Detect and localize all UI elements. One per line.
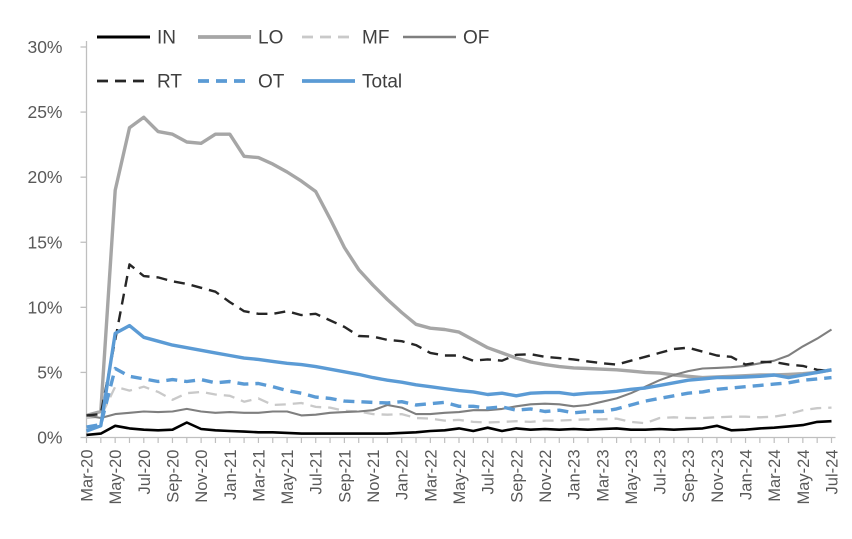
series-lo-line: [86, 115, 832, 418]
series-ot-line: [86, 366, 832, 429]
y-tick-label: 15%: [27, 232, 62, 252]
legend-label-mf: MF: [362, 28, 389, 49]
x-tick-label: Mar-22: [422, 450, 440, 502]
series-of-line: [86, 328, 833, 420]
x-tick-label: May-21: [279, 450, 297, 505]
x-tick-label: Jan-23: [566, 450, 584, 500]
x-tick-label: Nov-20: [193, 450, 211, 503]
x-tick-label: Mar-23: [594, 450, 612, 502]
x-tick-label: Jul-21: [308, 450, 326, 495]
x-tick-label: Sep-22: [508, 450, 526, 503]
x-tick-label: Sep-20: [164, 450, 182, 503]
x-tick-label: Jul-23: [652, 450, 670, 495]
x-tick-label: Mar-24: [766, 450, 784, 502]
legend-item-in: IN: [97, 28, 176, 49]
x-tick-label: Jul-22: [480, 450, 498, 495]
x-tick-label: Sep-23: [680, 450, 698, 503]
y-tick-label: 30%: [27, 37, 62, 57]
series-rt-line: [86, 263, 832, 417]
legend-item-rt: RT: [97, 72, 182, 93]
series-in-line: [86, 419, 832, 437]
x-tick-label: May-24: [795, 450, 813, 505]
series-mf-line: [86, 385, 832, 425]
legend-label-of: OF: [463, 28, 489, 49]
x-tick-label: Nov-21: [365, 450, 383, 503]
x-tick-label: Mar-21: [250, 450, 268, 502]
x-tick-label: Jan-22: [394, 450, 412, 500]
y-tick-label: 5%: [37, 362, 62, 382]
y-tick-label: 10%: [27, 297, 62, 317]
legend-item-ot: OT: [198, 72, 285, 93]
legend-label-rt: RT: [157, 72, 182, 93]
y-tick-label: 20%: [27, 167, 62, 187]
legend-label-lo: LO: [258, 28, 283, 49]
legend-item-of: OF: [403, 28, 489, 49]
x-tick-label: May-20: [107, 450, 125, 505]
x-tick-label: Nov-23: [709, 450, 727, 503]
x-tick-label: Mar-20: [79, 450, 97, 502]
legend-label-total: Total: [362, 72, 402, 93]
legend-label-ot: OT: [258, 72, 285, 93]
x-tick-label: May-23: [623, 450, 641, 505]
series-total-line: [85, 323, 832, 433]
x-tick-label: Jul-24: [824, 450, 842, 495]
legend-item-total: Total: [302, 72, 402, 93]
x-tick-label: Jan-21: [222, 450, 240, 500]
x-tick-label: Jul-20: [136, 450, 154, 495]
x-tick-label: Jan-24: [738, 450, 756, 500]
x-tick-label: May-22: [451, 450, 469, 505]
y-tick-label: 0%: [37, 428, 62, 448]
legend-label-in: IN: [157, 28, 176, 49]
x-tick-label: Sep-21: [336, 450, 354, 503]
legend-item-mf: MF: [302, 28, 389, 49]
y-tick-label: 25%: [27, 102, 62, 122]
legend-item-lo: LO: [198, 28, 283, 49]
x-tick-label: Nov-22: [537, 450, 555, 503]
